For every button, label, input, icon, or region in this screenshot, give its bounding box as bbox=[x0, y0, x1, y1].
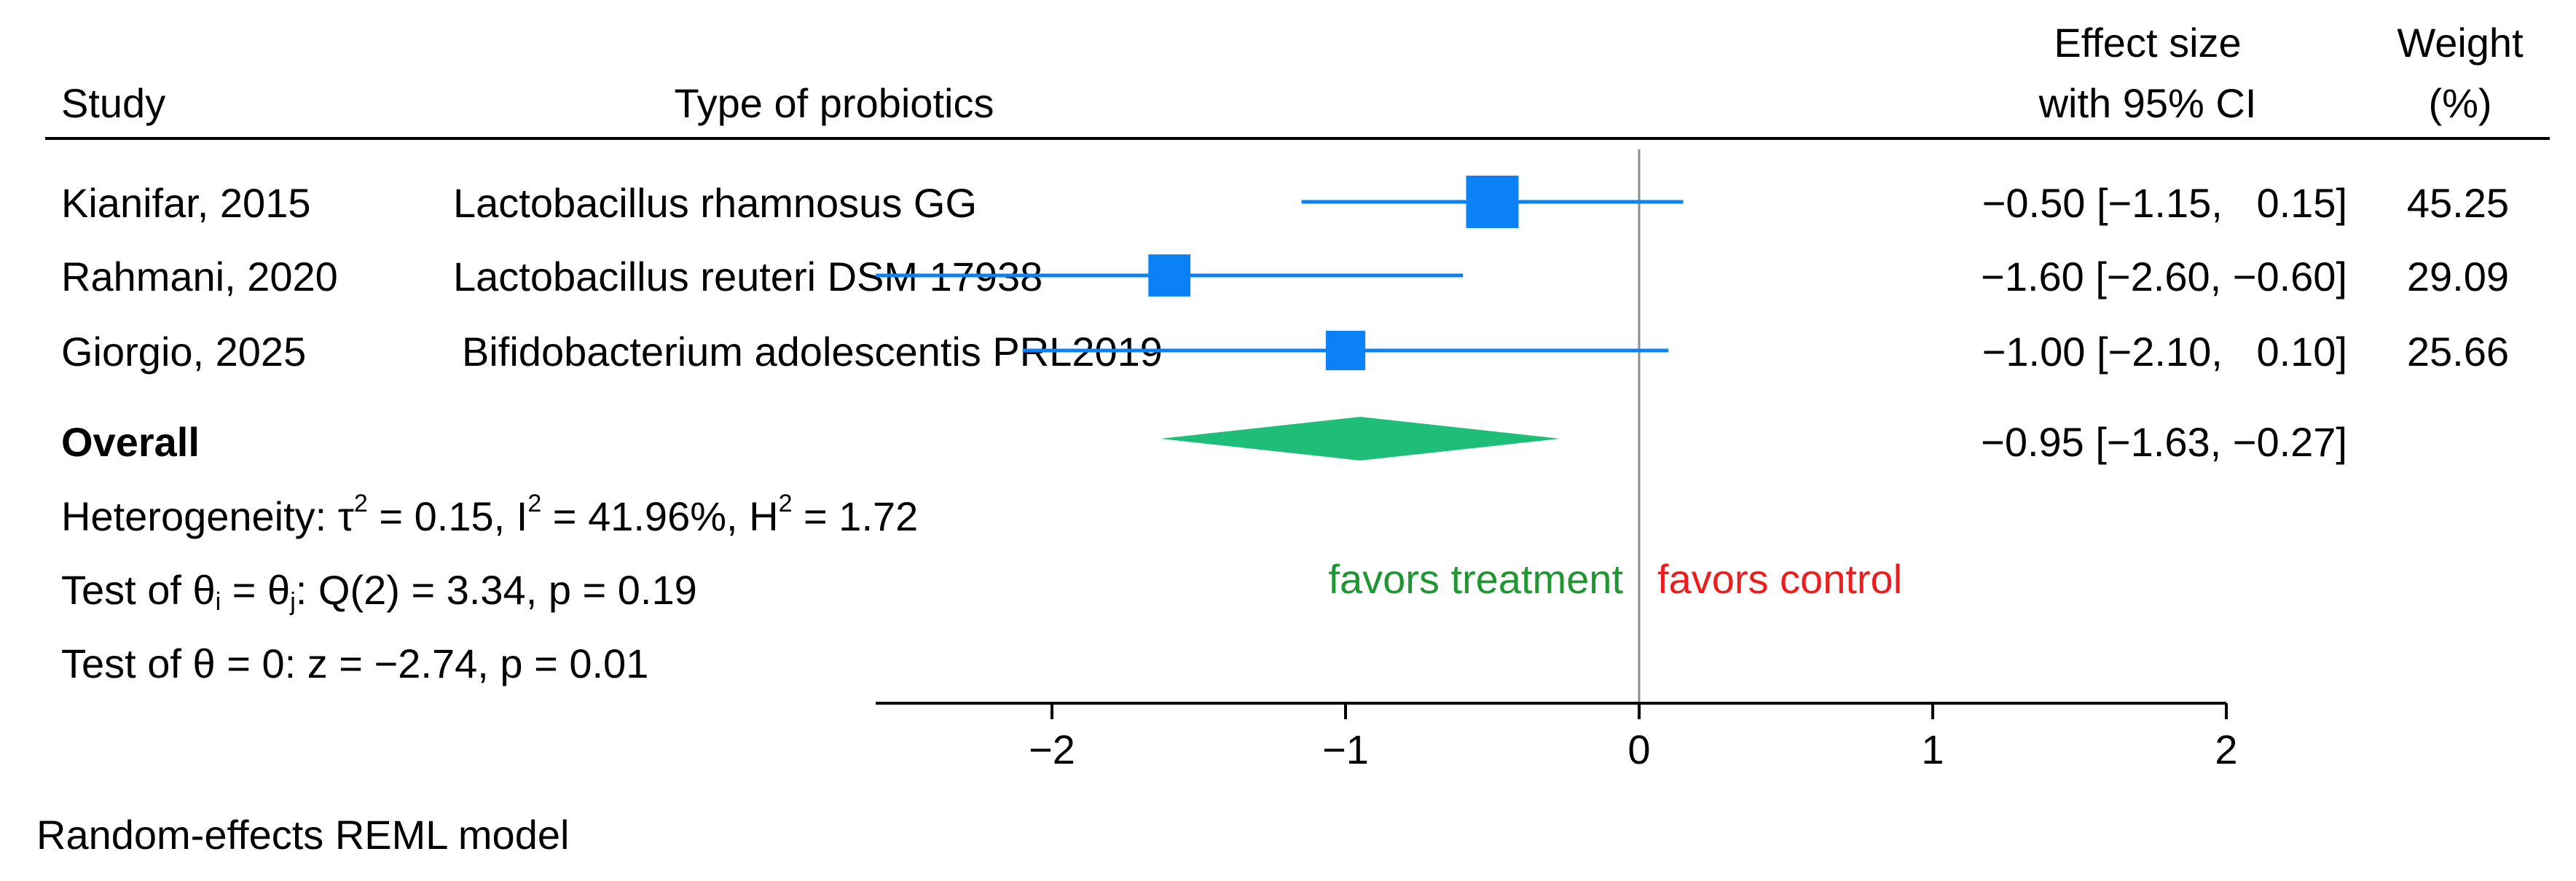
study-effect-ci: −1.60 [−2.60, −0.60] bbox=[1981, 254, 2347, 299]
study-marker bbox=[1148, 254, 1191, 297]
overall-row: Overall −0.95 [−1.63, −0.27] bbox=[61, 417, 2347, 465]
study-marker bbox=[1325, 330, 1366, 371]
header-effect-size-line1: Effect size bbox=[2054, 20, 2241, 66]
overall-diamond bbox=[1161, 417, 1560, 461]
header-weight-line1: Weight bbox=[2397, 20, 2524, 66]
study-name: Kianifar, 2015 bbox=[61, 180, 310, 226]
study-row: Kianifar, 2015 Lactobacillus rhamnosus G… bbox=[61, 176, 2509, 228]
study-effect-ci: −0.50 [−1.15, 0.15] bbox=[1982, 180, 2347, 226]
x-axis: −2 −1 0 1 2 bbox=[876, 702, 2238, 772]
overall-label: Overall bbox=[61, 419, 200, 465]
study-row: Rahmani, 2020 Lactobacillus reuteri DSM … bbox=[61, 254, 2509, 299]
header-probiotic-type: Type of probiotics bbox=[675, 80, 994, 126]
x-axis-tick-label: 1 bbox=[1921, 727, 1944, 772]
study-marker bbox=[1466, 176, 1519, 228]
x-axis-tick-label: 2 bbox=[2215, 727, 2237, 772]
study-weight: 29.09 bbox=[2407, 254, 2509, 299]
model-note: Random-effects REML model bbox=[36, 812, 569, 858]
favors-treatment-label: favors treatment bbox=[1328, 556, 1623, 602]
study-name: Rahmani, 2020 bbox=[61, 254, 338, 299]
favors-control-label: favors control bbox=[1657, 556, 1902, 602]
x-axis-tick-label: 0 bbox=[1627, 727, 1650, 772]
x-axis-tick-label: −2 bbox=[1029, 727, 1075, 772]
study-row: Giorgio, 2025 Bifidobacterium adolescent… bbox=[61, 329, 2509, 375]
study-name: Giorgio, 2025 bbox=[61, 329, 306, 375]
study-weight: 25.66 bbox=[2407, 329, 2509, 375]
test-zero-effect: Test of θ = 0: z = −2.74, p = 0.01 bbox=[61, 641, 648, 686]
heterogeneity-stats: Heterogeneity: τ2 = 0.15, I2 = 41.96%, H… bbox=[61, 490, 918, 539]
x-axis-tick-label: −1 bbox=[1322, 727, 1369, 772]
study-weight: 45.25 bbox=[2407, 180, 2509, 226]
overall-effect-ci: −0.95 [−1.63, −0.27] bbox=[1981, 419, 2347, 465]
study-effect-ci: −1.00 [−2.10, 0.10] bbox=[1982, 329, 2347, 375]
probiotic-type: Lactobacillus rhamnosus GG bbox=[453, 180, 977, 226]
header-weight-line2: (%) bbox=[2428, 80, 2491, 126]
header-effect-size-line2: with 95% CI bbox=[2038, 80, 2257, 126]
header-study: Study bbox=[61, 80, 165, 126]
test-equal-effects: Test of θi = θj: Q(2) = 3.34, p = 0.19 bbox=[61, 567, 697, 616]
